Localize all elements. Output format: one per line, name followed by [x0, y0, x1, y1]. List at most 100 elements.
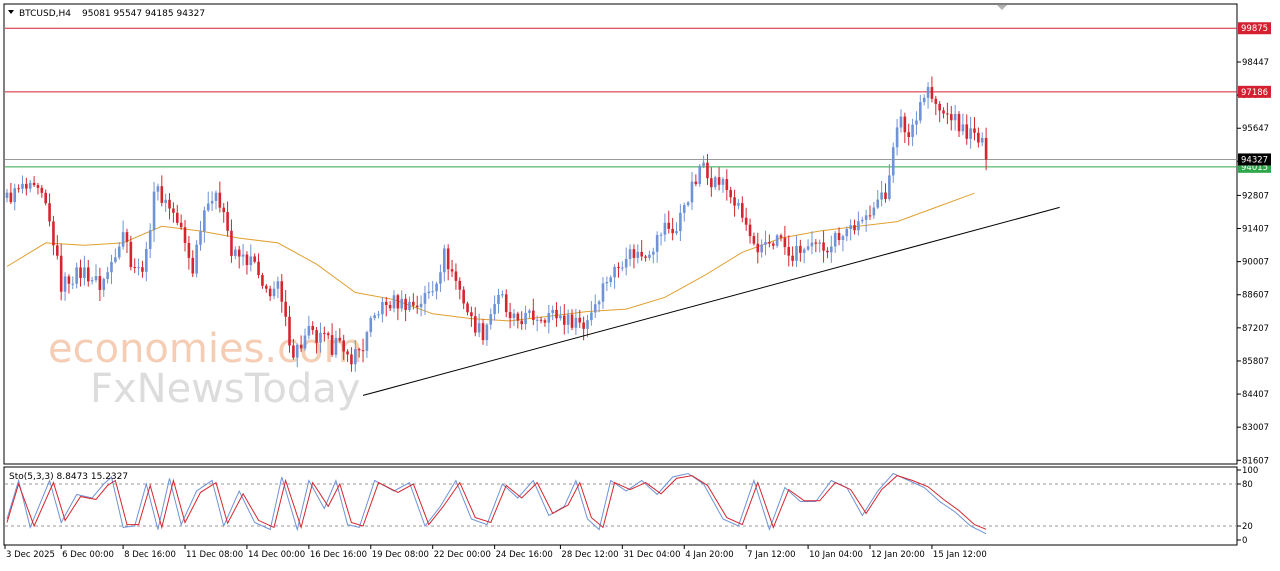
- candle: [86, 259, 90, 287]
- time-tick-label: 28 Dec 12:00: [561, 550, 618, 560]
- candle: [671, 217, 674, 241]
- candle: [172, 202, 175, 223]
- candle: [75, 262, 78, 289]
- candle: [717, 167, 721, 191]
- candle: [733, 189, 736, 217]
- candle: [71, 276, 75, 290]
- candle: [148, 223, 152, 259]
- candle: [528, 308, 531, 319]
- candle: [826, 247, 829, 259]
- candle: [477, 313, 481, 338]
- price-tick-label: 84407: [1242, 390, 1269, 400]
- price-tick-label: 95647: [1242, 124, 1269, 134]
- candle: [965, 114, 969, 145]
- candle: [501, 290, 504, 298]
- collapse-triangle-icon[interactable]: [8, 10, 14, 14]
- candle: [450, 259, 454, 278]
- candle: [644, 254, 647, 262]
- candle: [264, 283, 268, 293]
- candle: [319, 322, 322, 353]
- candle: [919, 94, 922, 124]
- candle: [241, 243, 245, 266]
- candle: [686, 200, 690, 207]
- candle: [152, 181, 156, 243]
- candle: [725, 169, 729, 201]
- candle: [454, 263, 458, 290]
- candle: [737, 199, 740, 210]
- candle: [760, 239, 763, 258]
- symbol-label: BTCUSD,H4: [19, 9, 71, 19]
- candle: [605, 276, 609, 291]
- candle: [504, 289, 508, 318]
- candle: [830, 235, 833, 263]
- candle: [257, 253, 260, 279]
- time-tick-label: 3 Dec 2025: [6, 550, 55, 560]
- candle: [706, 153, 709, 186]
- candle: [307, 315, 311, 340]
- level-value: 94327: [1241, 155, 1268, 165]
- candle: [532, 298, 535, 326]
- price-tick-label: 90007: [1242, 258, 1269, 268]
- candle: [323, 326, 326, 342]
- candle: [404, 294, 407, 322]
- candle: [853, 219, 856, 235]
- candle: [342, 334, 345, 360]
- candle: [884, 183, 887, 203]
- candle: [381, 296, 384, 323]
- candle: [36, 182, 40, 195]
- candle: [156, 183, 160, 201]
- candle: [783, 225, 787, 255]
- candle: [106, 266, 109, 284]
- candle: [361, 338, 365, 363]
- candle: [806, 239, 810, 251]
- candle: [624, 247, 628, 276]
- candle: [895, 119, 899, 156]
- time-tick-label: 24 Dec 16:00: [496, 550, 553, 560]
- price-pane[interactable]: [3, 3, 1238, 465]
- candle: [818, 239, 821, 253]
- support-trendline[interactable]: [362, 206, 1060, 396]
- candle: [752, 232, 756, 246]
- candle: [984, 127, 988, 171]
- stochastic-pane[interactable]: [3, 466, 1238, 546]
- candle: [234, 246, 237, 260]
- watermark-fxnewstoday: FxNewsToday: [90, 366, 360, 412]
- level-label-resistance: 97186: [1238, 85, 1271, 98]
- candle: [388, 301, 392, 312]
- candle: [520, 311, 524, 330]
- candle: [841, 234, 845, 252]
- candle: [253, 253, 256, 264]
- candle: [493, 295, 496, 321]
- candle: [25, 177, 28, 196]
- stoch-tick-label: 100: [1242, 466, 1258, 476]
- candle: [145, 241, 148, 282]
- candle: [566, 309, 570, 334]
- candle: [13, 183, 17, 211]
- candle: [346, 349, 349, 362]
- candle: [210, 191, 214, 212]
- candle: [187, 235, 191, 270]
- candle: [578, 309, 582, 328]
- candle: [59, 243, 63, 301]
- candle: [822, 230, 825, 263]
- candle: [419, 295, 423, 317]
- candle: [214, 190, 218, 210]
- candle: [775, 233, 779, 248]
- candle: [690, 171, 694, 210]
- time-tick-label: 4 Jan 20:00: [685, 550, 733, 560]
- candle: [195, 240, 198, 278]
- level-label-current: 94327: [1238, 153, 1271, 166]
- candle: [168, 193, 171, 220]
- candle: [710, 167, 713, 197]
- candle: [497, 288, 500, 314]
- candle: [559, 306, 562, 321]
- candle: [83, 255, 86, 286]
- shift-marker-icon[interactable]: [997, 5, 1007, 10]
- candle: [636, 244, 640, 264]
- candle: [876, 190, 880, 210]
- candle: [396, 293, 400, 321]
- candle: [934, 95, 938, 116]
- candle: [121, 220, 125, 250]
